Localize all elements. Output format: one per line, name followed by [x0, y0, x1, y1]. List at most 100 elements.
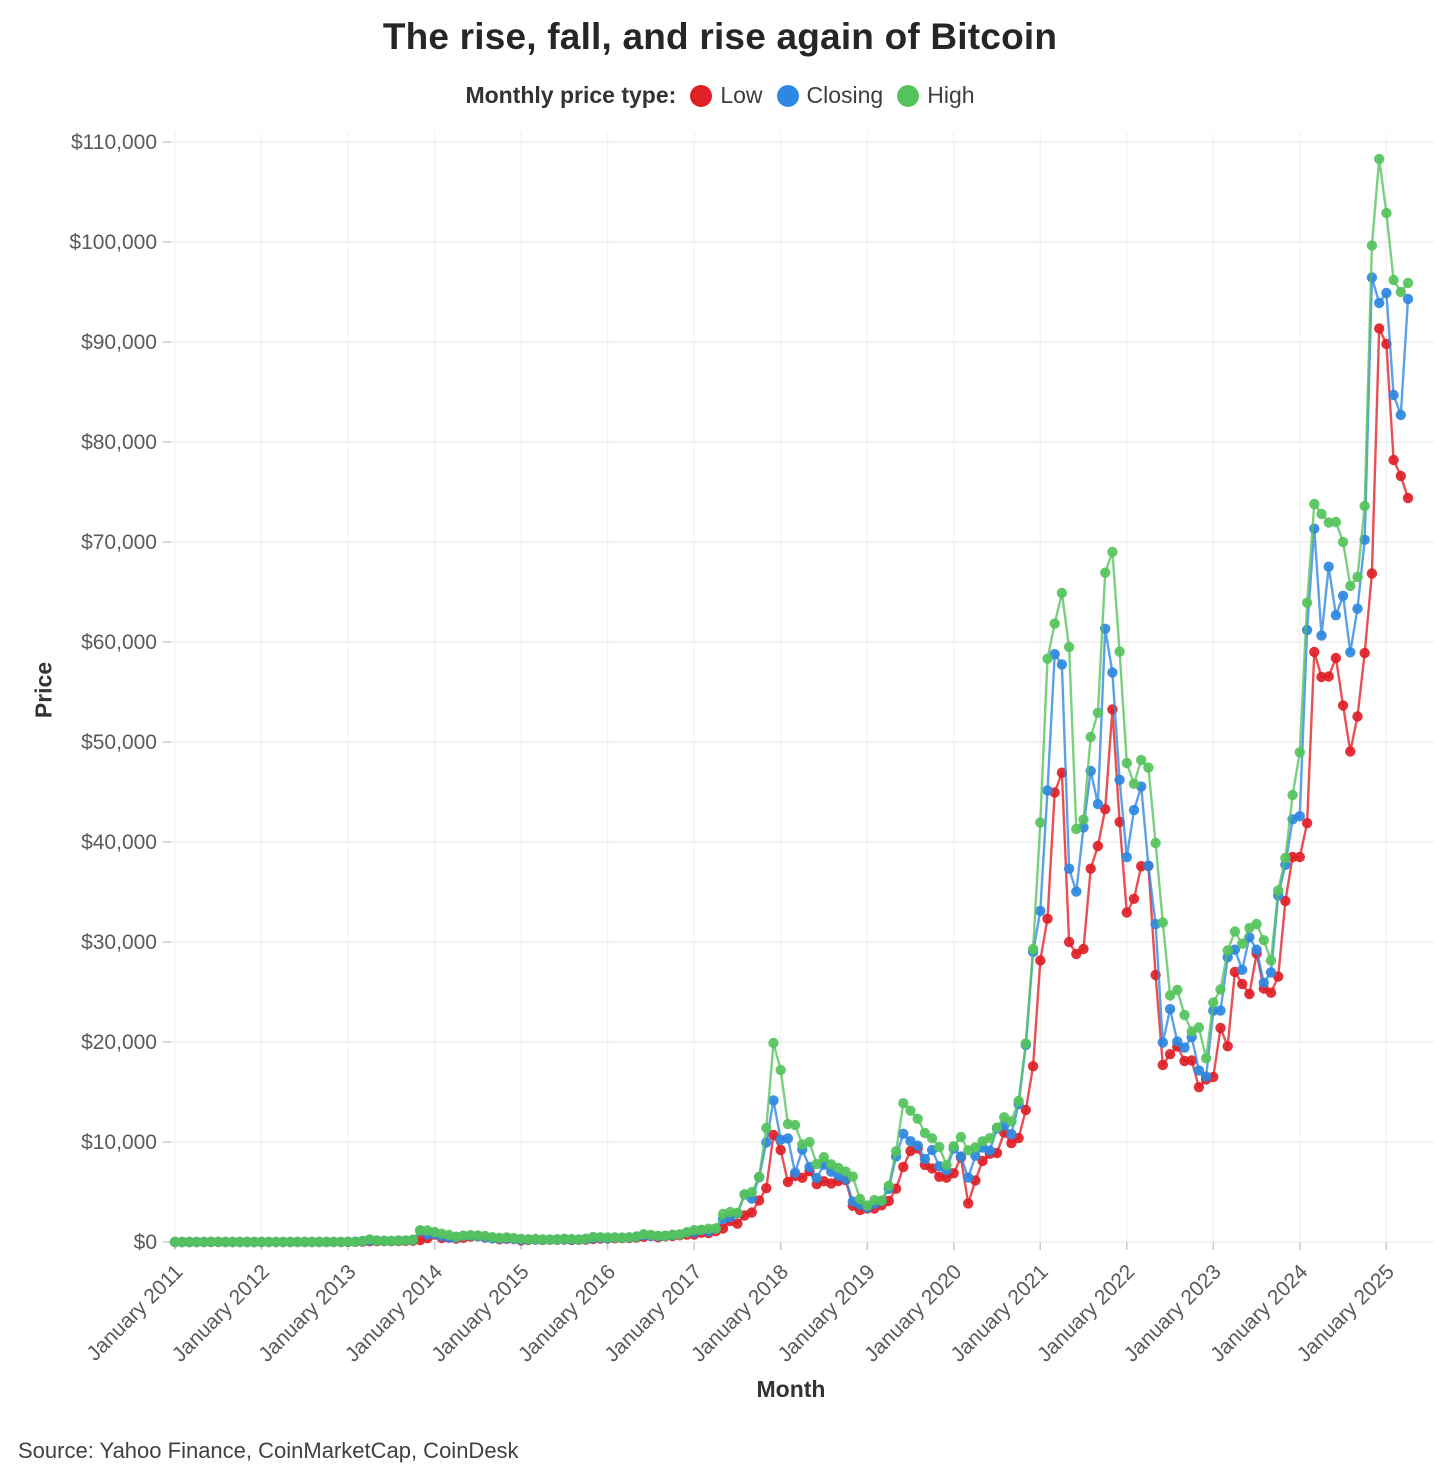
data-point-low	[1128, 893, 1140, 904]
data-point-closing	[1402, 293, 1414, 305]
data-point-high	[1301, 597, 1313, 608]
data-point-closing	[1294, 811, 1306, 822]
data-point-low	[898, 1161, 909, 1173]
data-point-high	[220, 1236, 231, 1248]
legend: Monthly price type: Low Closing High	[0, 82, 1440, 109]
data-point-closing	[782, 1133, 794, 1144]
y-axis-title: Price	[30, 661, 57, 719]
data-point-high	[984, 1133, 995, 1144]
data-point-closing	[1388, 389, 1399, 401]
data-point-high	[1179, 1009, 1190, 1021]
data-point-high	[292, 1236, 303, 1248]
y-tick-label: $50,000	[81, 731, 157, 754]
data-point-closing	[1215, 1005, 1226, 1016]
low-series-swatch-icon	[690, 84, 713, 107]
data-point-high	[299, 1236, 310, 1248]
data-point-high	[1309, 498, 1320, 510]
data-point-closing	[963, 1172, 974, 1183]
series-low	[169, 323, 1414, 1248]
data-point-closing	[1395, 409, 1407, 421]
data-point-high	[1092, 707, 1104, 718]
data-point-high	[732, 1207, 743, 1219]
data-point-low	[1395, 470, 1407, 482]
data-point-closing	[768, 1095, 779, 1106]
data-point-low	[1294, 851, 1306, 863]
data-point-low	[1309, 646, 1320, 658]
data-point-high	[234, 1236, 246, 1248]
data-point-high	[1381, 207, 1392, 219]
data-point-high	[818, 1152, 830, 1163]
data-point-closing	[1121, 852, 1133, 863]
data-point-high	[1366, 240, 1378, 251]
data-point-high	[919, 1127, 931, 1139]
data-point-high	[789, 1119, 801, 1131]
y-tick-label: $60,000	[81, 631, 157, 654]
data-point-high	[1345, 580, 1356, 592]
y-tick-label: $90,000	[81, 331, 157, 354]
data-point-high	[941, 1159, 952, 1171]
data-point-high	[1352, 571, 1363, 583]
data-point-low	[1027, 1061, 1039, 1072]
data-point-low	[1359, 647, 1370, 659]
data-point-closing	[1251, 944, 1262, 955]
data-point-low	[732, 1218, 743, 1229]
data-point-high	[890, 1146, 902, 1157]
data-point-high	[1215, 984, 1226, 995]
data-point-low	[782, 1176, 794, 1188]
legend-item-closing: Closing	[776, 82, 884, 109]
data-point-closing	[1193, 1065, 1205, 1076]
data-point-high	[905, 1105, 916, 1116]
data-point-high	[1251, 918, 1262, 930]
legend-item-low-label: Low	[720, 82, 763, 108]
data-point-high	[1078, 814, 1089, 825]
data-point-closing	[970, 1150, 981, 1161]
data-point-closing	[789, 1167, 801, 1178]
data-point-closing	[1006, 1129, 1017, 1140]
data-point-high	[1359, 500, 1370, 512]
data-point-high	[804, 1136, 815, 1148]
data-point-high	[1265, 955, 1277, 966]
data-point-high	[1143, 762, 1154, 773]
data-point-high	[198, 1236, 209, 1248]
data-point-high	[342, 1236, 354, 1248]
data-point-high	[1330, 516, 1342, 528]
data-point-high	[811, 1158, 822, 1170]
y-tick-label: $40,000	[81, 831, 157, 854]
data-point-high	[1172, 984, 1183, 996]
data-point-closing	[1092, 798, 1104, 810]
data-point-low	[1020, 1104, 1031, 1116]
data-point-high	[227, 1236, 238, 1248]
data-point-high	[602, 1232, 613, 1243]
series-closing-line	[175, 276, 1410, 1244]
data-point-low	[1006, 1138, 1017, 1149]
data-point-closing	[1114, 774, 1125, 785]
y-tick-label: $100,000	[69, 231, 157, 254]
data-point-low	[1121, 907, 1133, 918]
data-point-closing	[1258, 977, 1270, 988]
data-point-closing	[1316, 630, 1327, 641]
data-point-high	[1121, 757, 1133, 769]
data-point-low	[1085, 863, 1096, 874]
legend-item-closing-label: Closing	[806, 82, 884, 108]
data-point-high	[1287, 789, 1298, 801]
data-point-closing	[1345, 647, 1356, 658]
data-point-high	[1395, 286, 1407, 298]
data-point-closing	[1323, 561, 1334, 572]
data-point-high	[1013, 1095, 1024, 1107]
data-point-low	[1337, 700, 1349, 711]
data-point-high	[1294, 747, 1306, 758]
data-point-high	[1107, 546, 1118, 558]
data-point-high	[955, 1131, 967, 1143]
data-point-high	[912, 1113, 923, 1125]
data-point-closing	[1063, 863, 1075, 874]
data-point-low	[1063, 936, 1075, 948]
data-point-high	[544, 1234, 556, 1245]
data-point-low	[761, 1183, 772, 1194]
data-point-closing	[1381, 287, 1392, 299]
data-point-closing	[1143, 860, 1154, 871]
data-point-high	[1056, 587, 1068, 599]
data-point-high	[1114, 646, 1125, 657]
y-tick-label: $0	[134, 1231, 157, 1254]
data-point-high	[328, 1236, 339, 1248]
data-point-closing	[1337, 590, 1349, 601]
